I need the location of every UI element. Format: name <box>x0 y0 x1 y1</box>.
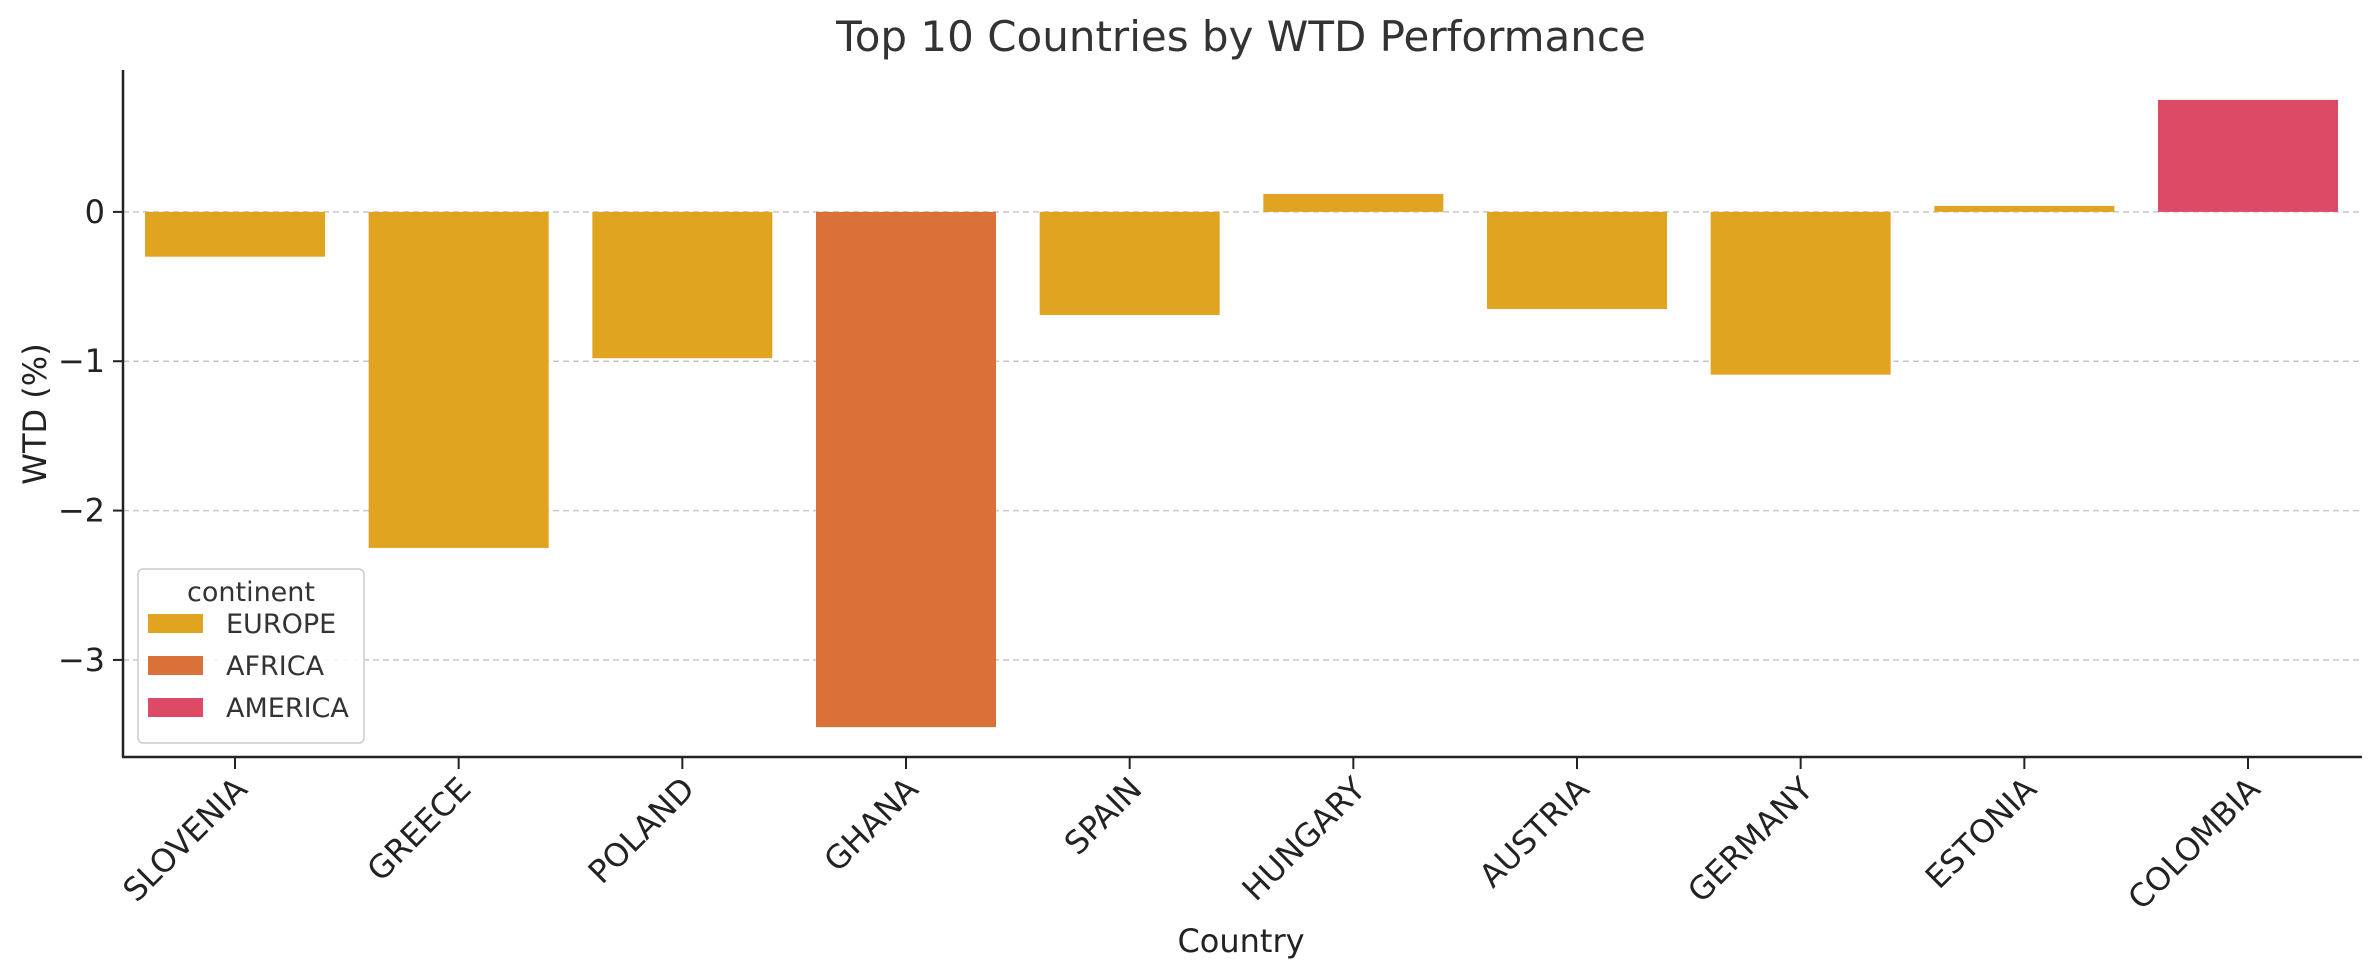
x-tick-label: GHANA <box>816 770 925 879</box>
bar-estonia <box>1934 205 2115 212</box>
x-axis-label: Country <box>1177 922 1304 960</box>
bar-spain <box>1039 211 1220 315</box>
legend-items: EUROPE AFRICA AMERICA <box>148 609 349 724</box>
x-tick-label: POLAND <box>581 770 702 891</box>
bar-germany <box>1710 211 1891 375</box>
chart-title: Top 10 Countries by WTD Performance <box>835 12 1646 61</box>
legend-swatch-europe <box>148 614 203 633</box>
legend-swatch-africa <box>148 656 203 675</box>
x-tick-label: AUSTRIA <box>1472 770 1597 895</box>
bars <box>145 99 2338 728</box>
legend-title: continent <box>187 577 315 608</box>
legend-label-america: AMERICA <box>226 693 349 724</box>
legend-swatch-america <box>148 698 203 717</box>
bar-colombia <box>2158 99 2338 212</box>
bar-greece <box>368 211 549 548</box>
bar-poland <box>592 211 773 359</box>
x-tick-label: COLOMBIA <box>2120 770 2267 917</box>
legend-label-europe: EUROPE <box>226 609 336 640</box>
bar-ghana <box>816 211 996 728</box>
x-tick-label: ESTONIA <box>1918 770 2044 896</box>
legend: continent EUROPE AFRICA AMERICA <box>137 568 365 744</box>
legend-label-africa: AFRICA <box>226 651 325 682</box>
bar-austria <box>1487 211 1667 309</box>
x-tick-label: SLOVENIA <box>115 770 254 909</box>
y-ticks: 0 −1 −2 −3 <box>58 193 123 679</box>
x-tick-label: GREECE <box>360 770 479 889</box>
bar-hungary <box>1263 193 1444 212</box>
y-tick-label: −3 <box>58 641 105 679</box>
x-ticks: SLOVENIA GREECE POLAND GHANA SPAIN HUNGARY AUS… <box>115 757 2268 917</box>
y-tick-label: −2 <box>58 492 105 530</box>
y-tick-label: −1 <box>58 342 105 380</box>
y-tick-label: 0 <box>85 193 105 231</box>
x-tick-label: GERMANY <box>1680 769 1820 909</box>
bar-slovenia <box>145 211 325 257</box>
x-tick-label: HUNGARY <box>1235 769 1374 908</box>
x-tick-label: SPAIN <box>1057 770 1150 863</box>
y-axis-label: WTD (%) <box>16 343 54 484</box>
